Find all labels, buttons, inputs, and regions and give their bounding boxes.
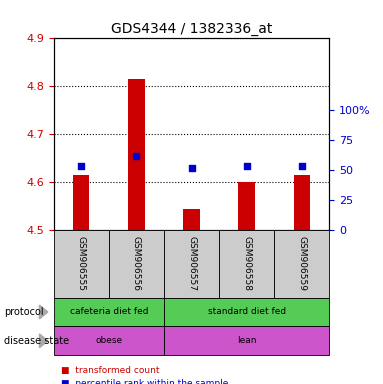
Text: disease state: disease state: [4, 336, 69, 346]
Text: standard diet fed: standard diet fed: [208, 308, 286, 316]
Text: lean: lean: [237, 336, 256, 345]
Point: [133, 153, 139, 159]
Bar: [128, 79, 145, 230]
Point: [188, 165, 195, 171]
Bar: [73, 175, 90, 230]
Text: GSM906555: GSM906555: [77, 237, 86, 291]
Text: cafeteria diet fed: cafeteria diet fed: [70, 308, 148, 316]
Text: GSM906557: GSM906557: [187, 237, 196, 291]
Text: GSM906558: GSM906558: [242, 237, 251, 291]
Bar: [293, 175, 310, 230]
Text: GSM906556: GSM906556: [132, 237, 141, 291]
Point: [78, 162, 84, 169]
Bar: [238, 182, 255, 230]
Bar: [183, 209, 200, 230]
Text: protocol: protocol: [4, 307, 43, 317]
Text: ■  transformed count: ■ transformed count: [61, 366, 160, 375]
Text: ■  percentile rank within the sample: ■ percentile rank within the sample: [61, 379, 229, 384]
Point: [244, 162, 250, 169]
Title: GDS4344 / 1382336_at: GDS4344 / 1382336_at: [111, 22, 272, 36]
Text: GSM906559: GSM906559: [297, 237, 306, 291]
Text: obese: obese: [95, 336, 122, 345]
Point: [299, 162, 305, 169]
